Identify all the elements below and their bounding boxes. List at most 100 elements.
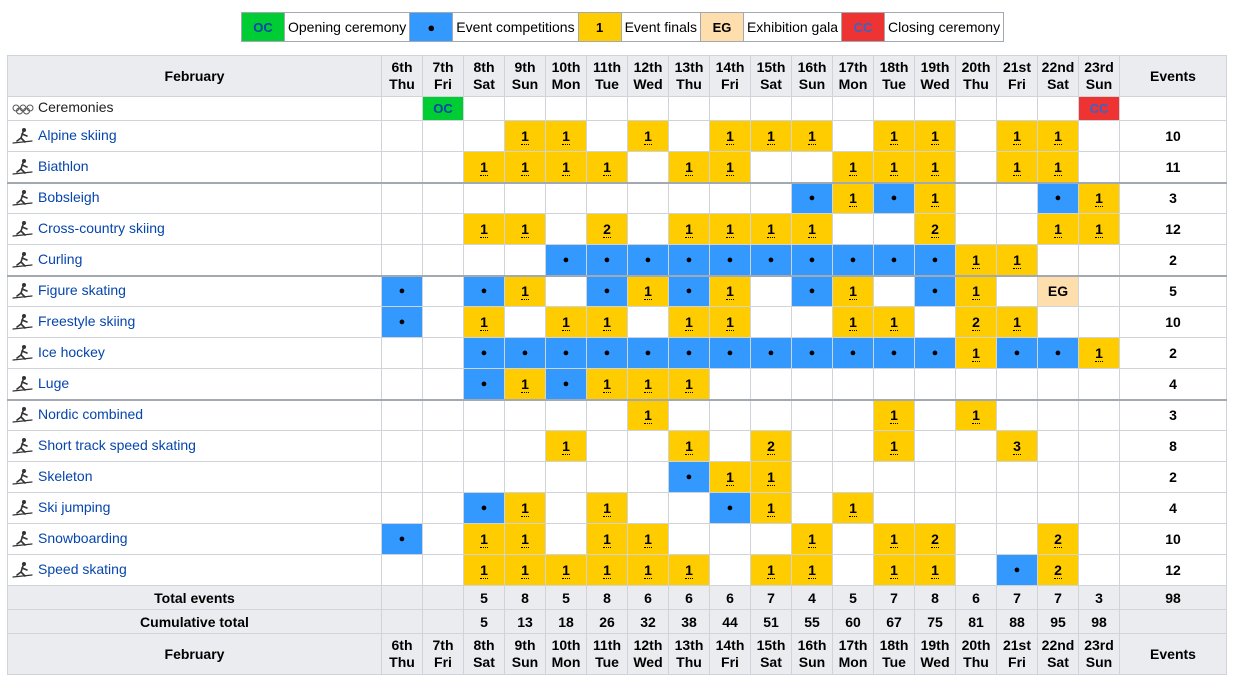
cumulative-value: 55	[791, 609, 833, 634]
empty-cell	[955, 554, 997, 586]
sport-link-figure-skating[interactable]: Figure skating	[38, 282, 126, 299]
day-number: 10th	[551, 59, 581, 75]
final-cell: 1	[996, 244, 1038, 276]
empty-cell	[1078, 306, 1120, 338]
final-cell: 2	[1037, 523, 1079, 555]
sport-row-short-track-speed-skating: Short track speed skating 1 1 2 1 3 8	[7, 430, 1227, 462]
final-count: 1	[726, 314, 734, 331]
cumulative-value	[422, 609, 464, 634]
empty-cell	[996, 523, 1038, 555]
sport-link-ski-jumping[interactable]: Ski jumping	[38, 498, 111, 515]
sport-link-luge[interactable]: Luge	[38, 374, 70, 391]
day-total: 7	[750, 585, 792, 610]
empty-cell	[750, 274, 792, 307]
short-track-icon	[11, 437, 35, 455]
final-cell: 2	[955, 306, 997, 338]
final-count: 2	[603, 221, 611, 238]
sport-link-skeleton[interactable]: Skeleton	[38, 467, 93, 484]
empty-cell	[381, 461, 423, 493]
empty-cell	[955, 523, 997, 555]
sport-link-freestyle-skiing[interactable]: Freestyle skiing	[38, 312, 136, 329]
day-number: 6th	[391, 59, 413, 75]
final-count: 1	[1095, 221, 1103, 238]
sport-row-speed-skating: Speed skating 1 1 1 1 1 1 1 1 1 1 ● 2 12	[7, 554, 1227, 586]
final-count: 1	[1095, 345, 1103, 362]
final-cell: 1	[627, 368, 669, 400]
empty-cell	[996, 181, 1038, 214]
ski-jumping-icon	[11, 499, 35, 517]
day-header: 8th Sat	[463, 55, 505, 97]
day-total: 7	[1037, 585, 1079, 610]
sport-link-speed-skating[interactable]: Speed skating	[38, 560, 127, 577]
final-count: 1	[849, 283, 857, 301]
sport-link-curling[interactable]: Curling	[38, 250, 83, 267]
final-count: 1	[603, 562, 611, 579]
final-cell: 1	[914, 120, 956, 152]
empty-cell	[1078, 151, 1120, 183]
final-cell: 1	[914, 151, 956, 183]
final-cell: 1	[832, 274, 874, 307]
empty-cell	[422, 306, 464, 338]
empty-cell	[914, 430, 956, 462]
final-count: 1	[890, 158, 898, 176]
sport-link-bobsleigh[interactable]: Bobsleigh	[38, 189, 100, 206]
final-cell: 1	[873, 398, 915, 431]
sport-row-figure-skating: Figure skating ● ● 1 ● 1 ● 1 ● 1 ● 1 EG 5	[7, 274, 1227, 307]
day-weekday: Wed	[920, 76, 950, 92]
final-count: 1	[767, 469, 775, 486]
empty-cell	[873, 213, 915, 245]
events-header: Events	[1119, 55, 1227, 97]
day-number: 8th	[473, 59, 495, 75]
day-weekday: Fri	[1008, 654, 1026, 670]
final-cell: 2	[914, 523, 956, 555]
empty-cell	[996, 274, 1038, 307]
day-weekday: Sun	[1085, 76, 1113, 92]
final-cell: 1	[1037, 120, 1079, 152]
day-header: 23rd Sun	[1078, 633, 1120, 675]
sport-link-ice-hockey[interactable]: Ice hockey	[38, 343, 105, 360]
nordic-combined-icon	[11, 406, 35, 424]
sport-link-biathlon[interactable]: Biathlon	[38, 157, 89, 174]
biathlon-icon	[11, 158, 35, 176]
final-count: 1	[726, 221, 734, 238]
final-cell: 1	[627, 554, 669, 586]
day-header: 10th Mon	[545, 55, 587, 97]
final-cell: 1	[668, 430, 710, 462]
final-count: 2	[1054, 562, 1062, 579]
speed-skating-icon	[11, 561, 35, 579]
final-cell: 1	[545, 430, 587, 462]
final-cell: 1	[1037, 151, 1079, 183]
day-total: 8	[504, 585, 546, 610]
final-count: 1	[644, 375, 652, 393]
final-count: 2	[972, 314, 980, 331]
empty-cell	[1037, 430, 1079, 462]
final-cell: 1	[955, 244, 997, 276]
final-count: 1	[480, 158, 488, 176]
sport-link-alpine-skiing[interactable]: Alpine skiing	[38, 126, 117, 143]
sport-link-short-track-speed-skating[interactable]: Short track speed skating	[38, 436, 196, 453]
competition-cell: ●	[832, 244, 874, 276]
empty-cell	[832, 398, 874, 431]
empty-cell	[463, 430, 505, 462]
sport-cell: Short track speed skating	[7, 430, 382, 462]
legend-label-exhibition-gala: Exhibition gala	[742, 12, 843, 42]
sport-cell: Skeleton	[7, 461, 382, 493]
sport-link-cross-country-skiing[interactable]: Cross-country skiing	[38, 219, 165, 236]
final-cell: 1	[955, 337, 997, 369]
final-count: 1	[521, 531, 529, 548]
sport-link-snowboarding[interactable]: Snowboarding	[38, 529, 128, 546]
sport-link-nordic-combined[interactable]: Nordic combined	[38, 406, 144, 423]
empty-cell	[1078, 554, 1120, 586]
empty-cell	[586, 120, 628, 152]
competition-cell: ●	[545, 244, 587, 276]
final-count: 1	[521, 283, 529, 301]
final-cell: 1	[1078, 337, 1120, 369]
final-count: 1	[480, 314, 488, 331]
empty-cell	[791, 398, 833, 431]
day-weekday: Sat	[473, 654, 495, 670]
sport-event-total: 3	[1119, 181, 1227, 214]
empty-cell	[791, 461, 833, 493]
day-weekday: Sun	[1085, 654, 1113, 670]
day-number: 21st	[1002, 637, 1032, 653]
empty-cell	[463, 181, 505, 214]
